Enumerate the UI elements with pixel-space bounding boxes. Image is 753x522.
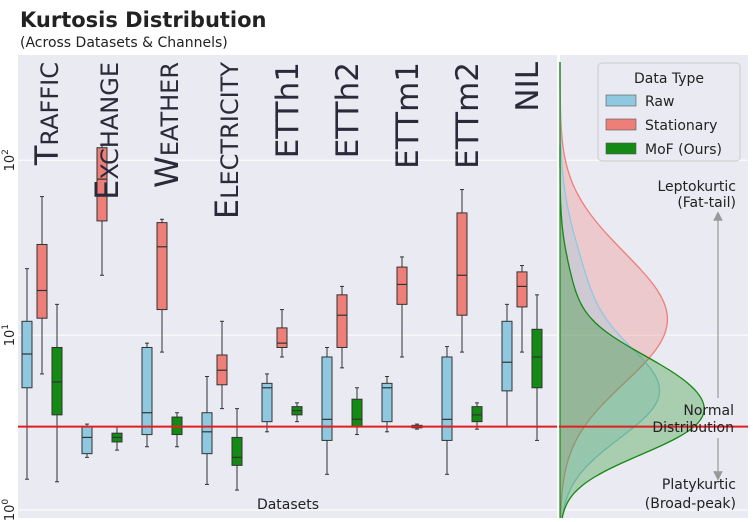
category-label: WEATHER xyxy=(148,62,186,188)
stationary-density-fill xyxy=(560,62,668,518)
x-axis-label: Datasets xyxy=(257,497,319,513)
box-stationary xyxy=(456,212,468,316)
raw-density-fill xyxy=(560,62,660,518)
box-raw xyxy=(141,346,153,436)
legend-label-raw: Raw xyxy=(645,94,674,110)
box-mof xyxy=(231,436,243,466)
category-label: ELECTRICITY xyxy=(208,62,246,219)
raw-density-line xyxy=(559,62,661,519)
box-mof xyxy=(471,406,483,423)
normal-label: Normal xyxy=(683,403,734,419)
box-mof xyxy=(531,328,543,389)
box-stationary xyxy=(156,222,168,311)
box-raw xyxy=(201,412,213,455)
box-stationary xyxy=(36,243,48,319)
distribution-label: Distribution xyxy=(652,420,734,436)
stationary-density-line xyxy=(559,62,669,518)
broad-peak-label: (Broad-peak) xyxy=(645,496,736,512)
legend-swatch-stationary xyxy=(605,118,637,131)
category-label: TRAFFIC xyxy=(28,62,66,166)
legend: Data Type Raw Stationary MoF (Ours) xyxy=(597,62,741,162)
category-label: ETTm2 xyxy=(450,62,486,169)
box-stationary xyxy=(396,266,408,305)
platykurtic-label: Platykurtic xyxy=(662,477,736,493)
box-raw xyxy=(261,382,273,423)
leptokurtic-label: Leptokurtic xyxy=(658,179,737,195)
legend-swatch-raw xyxy=(605,94,637,107)
legend-frame xyxy=(597,62,741,162)
box-raw xyxy=(321,356,333,441)
box-raw xyxy=(501,320,513,392)
plot-background xyxy=(18,55,558,518)
box-mof xyxy=(51,346,63,416)
mof-density-fill xyxy=(560,62,705,518)
y-tick-label: 101 xyxy=(1,324,18,346)
legend-title: Data Type xyxy=(634,71,704,87)
legend-label-stationary: Stationary xyxy=(645,118,717,134)
box-stationary xyxy=(276,327,288,348)
box-raw xyxy=(441,356,453,441)
box-stationary xyxy=(516,271,528,308)
category-label: ETTh1 xyxy=(270,62,306,158)
mof-density-line xyxy=(559,62,705,519)
category-label: ETTm1 xyxy=(390,62,426,169)
chart-title: Kurtosis Distribution xyxy=(20,8,267,32)
chart-subtitle: (Across Datasets & Channels) xyxy=(20,35,228,51)
box-mof xyxy=(351,398,363,428)
box-raw xyxy=(381,382,393,423)
category-label: ETTh2 xyxy=(330,62,366,158)
category-label: NIL xyxy=(510,61,546,111)
legend-swatch-mof xyxy=(605,142,637,155)
y-tick-label: 100 xyxy=(1,499,18,522)
box-stationary xyxy=(96,147,108,222)
category-label: EXCHANGE xyxy=(88,62,126,200)
legend-label-mof: MoF (Ours) xyxy=(645,142,722,158)
y-tick-label: 102 xyxy=(1,149,18,171)
box-raw xyxy=(81,426,93,455)
box-stationary xyxy=(336,294,348,348)
fat-tail-label: (Fat-tail) xyxy=(677,195,736,211)
